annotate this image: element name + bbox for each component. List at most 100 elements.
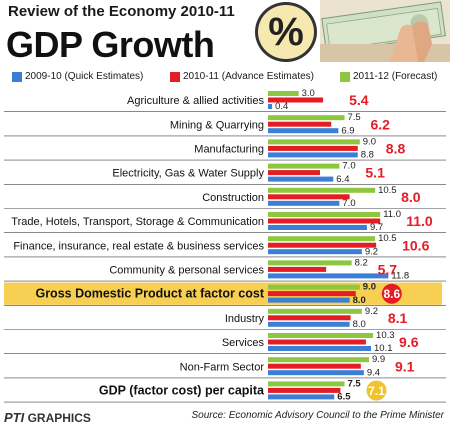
data-label-quick: 9.2	[365, 246, 378, 257]
bar-advance	[268, 121, 332, 127]
bar-advance	[268, 218, 381, 224]
bar-forecast	[268, 236, 376, 242]
category-label: Agriculture & allied activities	[127, 95, 264, 107]
category-label: Non-Farm Sector	[180, 361, 265, 373]
kicker-text: Review of the Economy 2010-11	[8, 3, 235, 20]
percent-symbol: %	[268, 9, 304, 54]
source-note: Source: Economic Advisory Council to the…	[191, 410, 445, 421]
bar-forecast	[268, 308, 362, 314]
bar-quick	[268, 297, 350, 303]
data-label-forecast: 11.0	[383, 209, 401, 220]
bar-forecast	[268, 260, 352, 266]
bar-forecast	[268, 139, 360, 145]
category-label: Manufacturing	[194, 144, 264, 156]
data-label-quick: 11.8	[391, 271, 409, 282]
bar-advance	[268, 315, 351, 321]
legend-swatch	[12, 71, 22, 82]
data-label-quick: 8.0	[353, 295, 366, 306]
bar-quick	[268, 370, 364, 376]
data-label-forecast: 3.0	[302, 88, 315, 99]
category-label: Construction	[202, 192, 264, 204]
data-label-forecast: 10.5	[378, 185, 397, 196]
data-label-advance: 7.1	[368, 384, 385, 398]
legend-item-2009: 2009-10 (Quick Estimates)	[12, 71, 143, 82]
bar-advance	[268, 291, 356, 297]
data-label-forecast: 9.2	[365, 306, 378, 317]
bar-advance	[268, 242, 377, 248]
bar-advance	[268, 194, 350, 200]
legend-swatch	[170, 71, 180, 82]
data-label-quick: 6.5	[337, 392, 351, 403]
data-label-quick: 10.1	[374, 343, 393, 354]
data-label-forecast: 7.5	[348, 112, 361, 123]
bar-advance	[268, 97, 324, 103]
bar-forecast	[268, 381, 345, 387]
data-label-forecast: 7.0	[342, 161, 355, 172]
page-title: GDP Growth	[6, 24, 215, 65]
bar-advance	[268, 339, 366, 345]
bar-quick	[268, 152, 358, 158]
category-label: Finance, insurance, real estate & busine…	[13, 240, 264, 252]
data-label-advance: 11.0	[406, 213, 433, 229]
bar-quick	[268, 321, 350, 327]
bar-quick	[268, 346, 372, 351]
currency-photo-icon	[320, 0, 450, 62]
bar-advance	[268, 170, 321, 176]
data-label-forecast: 10.5	[378, 233, 397, 244]
bar-quick	[268, 225, 367, 230]
data-label-forecast: 8.2	[355, 257, 368, 268]
data-label-advance: 8.1	[388, 310, 408, 326]
percent-badge: %	[255, 2, 317, 62]
data-label-quick: 8.0	[353, 319, 366, 330]
bar-forecast	[268, 284, 360, 290]
data-label-advance: 6.2	[371, 116, 391, 132]
bar-forecast	[268, 115, 345, 121]
bar-quick	[268, 273, 389, 279]
bar-quick	[268, 104, 273, 109]
data-label-quick: 6.9	[341, 125, 354, 136]
data-label-forecast: 7.5	[348, 378, 362, 389]
data-label-advance: 9.6	[399, 334, 419, 350]
category-label: GDP (factor cost) per capita	[99, 384, 265, 398]
data-label-advance: 9.1	[395, 358, 415, 374]
bar-quick	[268, 128, 339, 134]
legend-swatch	[340, 71, 350, 82]
data-label-forecast: 9.9	[372, 354, 385, 365]
bar-forecast	[268, 212, 381, 217]
data-label-quick: 9.7	[370, 222, 383, 233]
advance-value-badge	[381, 283, 402, 304]
category-label: Electricity, Gas & Water Supply	[112, 168, 264, 180]
data-label-advance: 5.4	[349, 92, 369, 108]
data-label-quick: 0.4	[275, 101, 288, 112]
bar-forecast	[268, 333, 374, 338]
category-label: Mining & Quarrying	[170, 119, 264, 131]
gdp-growth-chart: Agriculture & allied activities 3.0 0.4 5.4…	[4, 88, 446, 403]
legend-label: 2009-10 (Quick Estimates)	[25, 71, 144, 82]
legend-item-2011: 2011-12 (Forecast)	[340, 71, 437, 82]
data-label-advance: 5.7	[378, 262, 398, 278]
bar-quick	[268, 249, 362, 255]
legend-label: 2011-12 (Forecast)	[353, 71, 438, 82]
category-label: Gross Domestic Product at factor cost	[35, 287, 264, 301]
category-label: Community & personal services	[109, 265, 264, 277]
bar-quick	[268, 394, 335, 400]
legend-label: 2010-11 (Advance Estimates)	[183, 71, 314, 82]
legend-item-2010: 2010-11 (Advance Estimates)	[170, 71, 314, 82]
bar-quick	[268, 176, 334, 182]
data-label-forecast: 9.0	[363, 282, 376, 293]
bar-forecast	[268, 357, 369, 363]
data-label-advance: 8.6	[383, 287, 400, 301]
advance-value-badge	[366, 380, 387, 401]
pti-graphics-logo: PTI GRAPHICS	[4, 410, 91, 425]
bar-forecast	[268, 187, 376, 193]
logo-main: PTI	[4, 410, 25, 425]
category-label: Services	[222, 337, 265, 349]
data-label-quick: 6.4	[336, 174, 349, 185]
data-label-quick: 7.0	[342, 198, 355, 209]
data-label-advance: 5.1	[365, 165, 385, 181]
data-label-quick: 8.8	[361, 150, 374, 161]
data-label-quick: 9.4	[367, 367, 380, 378]
data-label-forecast: 10.3	[376, 330, 395, 341]
bar-advance	[268, 387, 341, 393]
